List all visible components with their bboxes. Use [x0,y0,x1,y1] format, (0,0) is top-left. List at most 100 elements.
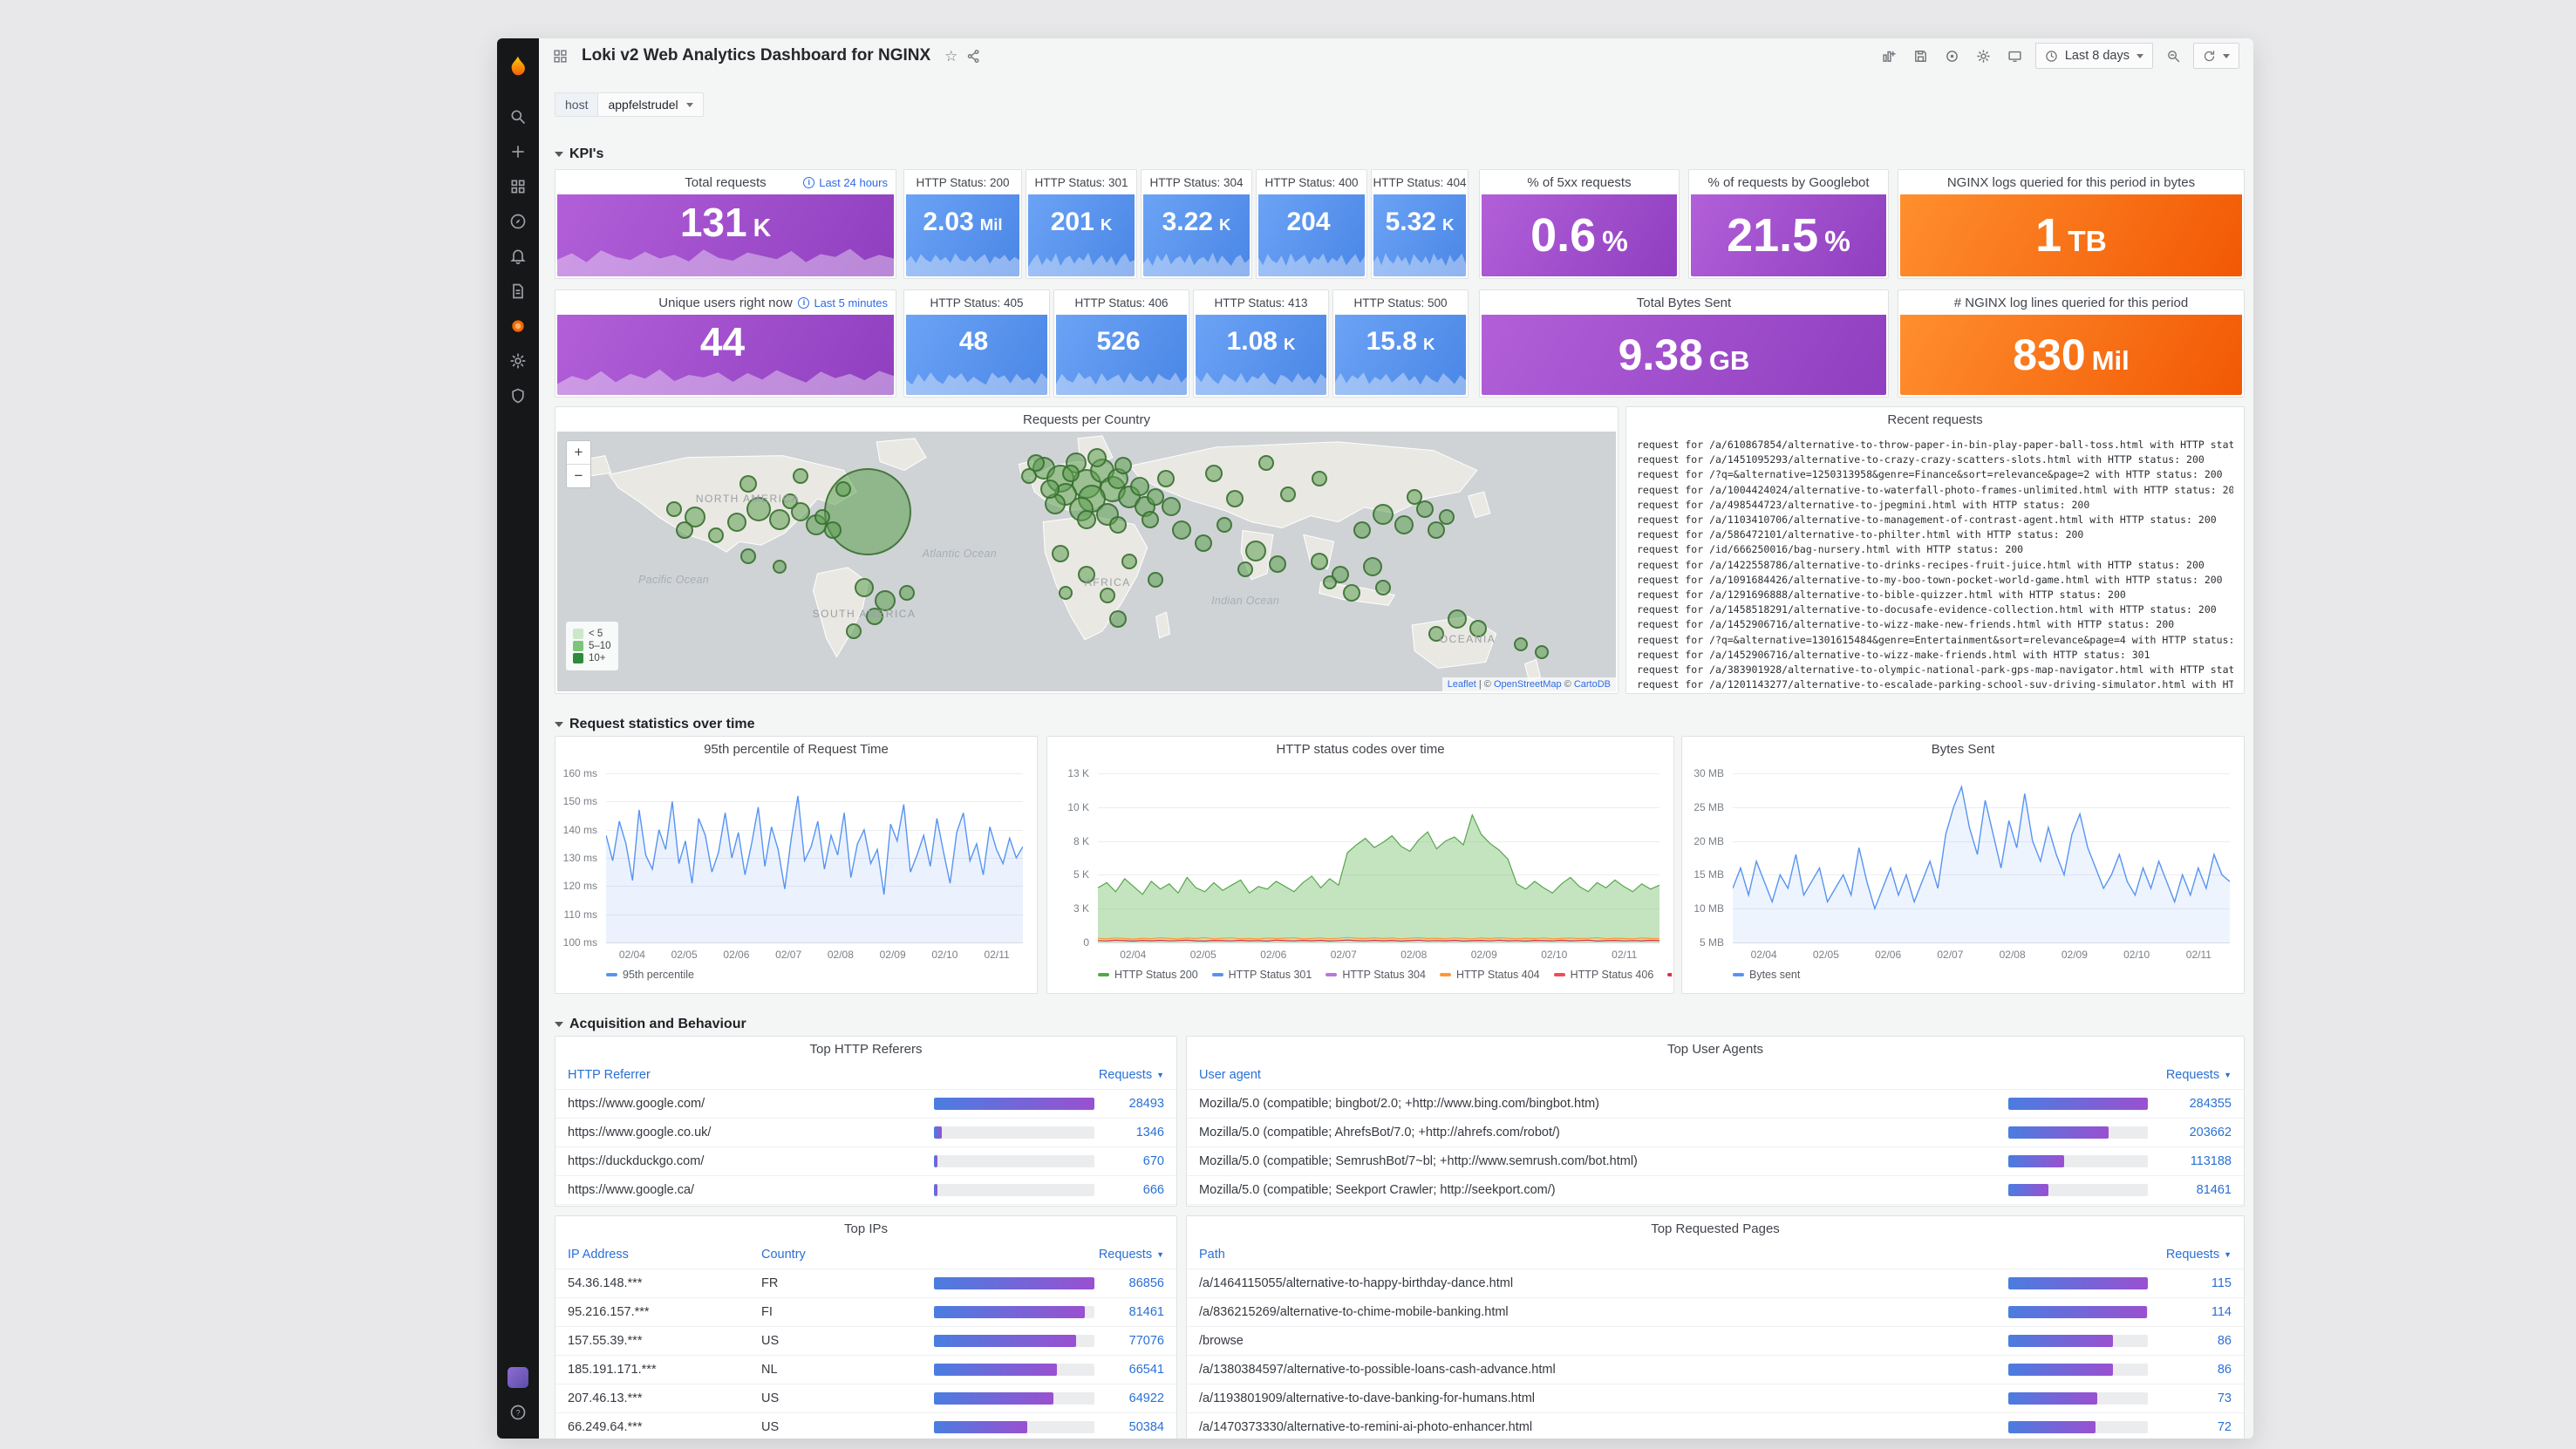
legend-item[interactable]: HTTP Status 301 [1211,969,1312,981]
panel-title[interactable]: HTTP Status: 301 [1034,175,1128,189]
map-marker[interactable] [665,501,682,518]
map-marker[interactable] [675,521,693,540]
row-header-acquisition[interactable]: Acquisition and Behaviour [555,1013,746,1036]
panel-link[interactable]: i Last 5 minutes [798,290,888,315]
map-marker[interactable] [823,521,842,540]
map-marker[interactable] [1428,626,1444,643]
map-marker[interactable] [855,577,875,597]
panel-title[interactable]: Recent requests [1887,412,1983,427]
map-marker[interactable] [1058,585,1073,600]
save-icon[interactable] [1910,44,1932,67]
map-marker[interactable] [1469,620,1488,638]
column-header-requests[interactable]: Requests ▼ [1098,1068,1164,1082]
zoom-in-button[interactable]: + [567,441,590,465]
panel-title[interactable]: HTTP Status: 404 [1373,175,1467,189]
dashboard-settings-icon[interactable] [1973,44,1995,67]
map-marker[interactable] [1129,476,1149,496]
panel-title[interactable]: HTTP Status: 406 [1074,296,1169,310]
variable-value-dropdown[interactable]: appfelstrudel [598,92,704,117]
column-header-requests[interactable]: Requests ▼ [2165,1068,2232,1082]
map-marker[interactable] [845,623,862,640]
map-marker[interactable] [1162,497,1182,517]
create-plus-icon[interactable] [497,134,539,169]
map-marker[interactable] [1311,553,1329,570]
map-marker[interactable] [1258,454,1275,471]
snapshot-icon[interactable] [1941,44,1964,67]
time-range-picker[interactable]: Last 8 days [2034,43,2153,69]
map-marker[interactable] [1157,469,1176,487]
attribution-link[interactable]: Leaflet [1447,679,1476,690]
legend-item[interactable]: HTTP Status 406 [1553,969,1653,981]
panel-title[interactable]: % of 5xx requests [1527,174,1632,190]
tv-mode-icon[interactable] [2004,44,2027,67]
panel-title[interactable]: Top Requested Pages [1651,1221,1780,1236]
panel-title[interactable]: Total requests i Last 24 hours [555,170,896,194]
map-marker[interactable] [1312,470,1328,486]
panel-title[interactable]: Unique users right now i Last 5 minutes [555,290,896,315]
refresh-button[interactable] [2193,43,2239,69]
panel-title[interactable]: Total Bytes Sent [1636,295,1732,310]
map-marker[interactable] [1204,464,1223,482]
panel-title[interactable]: HTTP Status: 500 [1353,296,1448,310]
legend-item[interactable]: HTTP Status 500 [1667,969,1672,981]
search-icon[interactable] [497,99,539,134]
column-header-requests[interactable]: Requests ▼ [2165,1248,2232,1262]
map-marker[interactable] [1407,488,1423,505]
panel-title[interactable]: HTTP Status: 405 [930,296,1024,310]
map-marker[interactable] [1394,515,1414,535]
map-marker[interactable] [1225,490,1244,508]
panel-title[interactable]: Top HTTP Referers [809,1041,923,1057]
map-marker[interactable] [1279,486,1296,502]
map-marker[interactable] [739,548,756,565]
map-marker[interactable] [1513,637,1528,652]
zoom-out-time-icon[interactable] [2162,44,2184,67]
legend-item[interactable]: HTTP Status 404 [1439,969,1540,981]
map-marker[interactable] [1438,509,1455,526]
user-avatar[interactable] [497,1360,539,1395]
settings-gear-icon[interactable] [497,344,539,378]
map-marker[interactable] [1342,583,1360,602]
map-marker[interactable] [866,607,884,625]
map-marker[interactable] [746,497,771,522]
share-icon[interactable] [966,49,981,64]
panel-title[interactable]: Requests per Country [1023,412,1150,427]
map-marker[interactable] [727,513,747,533]
panel-title[interactable]: Top IPs [843,1221,889,1236]
panel-title[interactable]: 95th percentile of Request Time [704,741,889,757]
legend-item[interactable]: 95th percentile [606,969,694,981]
map-marker[interactable] [1237,561,1254,577]
map-marker[interactable] [1427,521,1445,540]
map-marker[interactable] [1216,517,1232,534]
map-marker[interactable] [1087,447,1107,467]
map-marker[interactable] [1039,479,1060,499]
panel-title[interactable]: Top User Agents [1666,1041,1764,1057]
map-marker[interactable] [814,509,830,526]
panel-title[interactable]: # NGINX log lines queried for this perio… [1953,295,2189,310]
map-marker[interactable] [823,468,911,556]
map-marker[interactable] [1194,534,1212,553]
map-marker[interactable] [1268,554,1286,573]
map-marker[interactable] [1374,579,1391,595]
dashboards-icon[interactable] [497,169,539,204]
map-marker[interactable] [1078,565,1095,583]
map-marker[interactable] [1061,464,1080,482]
alerting-bell-icon[interactable] [497,239,539,274]
panel-title[interactable]: % of requests by Googlebot [1707,174,1870,190]
loki-plugin-icon[interactable] [497,309,539,344]
map-marker[interactable] [898,584,915,601]
map-marker[interactable] [1172,520,1192,541]
panel-title[interactable]: HTTP Status: 200 [916,175,1010,189]
column-header[interactable]: Country [761,1248,806,1262]
panel-title[interactable]: HTTP Status: 400 [1264,175,1359,189]
panel-title[interactable]: HTTP Status: 413 [1214,296,1308,310]
map-marker[interactable] [782,493,799,510]
column-header[interactable]: HTTP Referrer [568,1068,651,1082]
column-header-requests[interactable]: Requests ▼ [1098,1248,1164,1262]
panel-title[interactable]: HTTP status codes over time [1276,741,1445,757]
map-marker[interactable] [768,509,790,531]
world-map[interactable]: NORTH AMERICA SOUTH AMERICA AFRICA OCEANIA A… [557,432,1616,691]
attribution-link[interactable]: CartoDB [1573,679,1611,690]
column-header[interactable]: Path [1199,1248,1225,1262]
zoom-out-button[interactable]: − [567,465,590,487]
column-header[interactable]: IP Address [568,1248,629,1262]
